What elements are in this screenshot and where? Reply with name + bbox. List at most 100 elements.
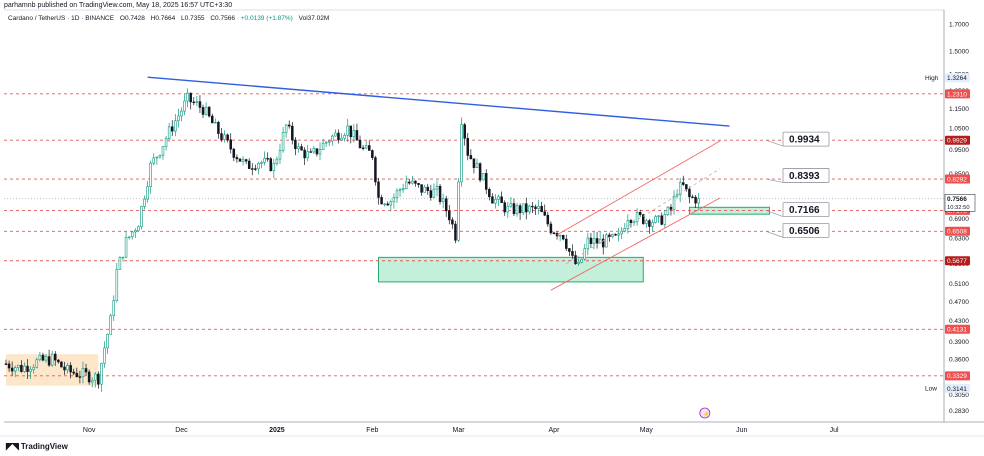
candle-body <box>177 115 180 122</box>
candle <box>641 213 645 225</box>
candle-body <box>180 110 183 117</box>
candle <box>392 193 396 209</box>
candle <box>420 184 423 196</box>
candle-body <box>214 121 217 124</box>
candle-body <box>41 354 45 361</box>
candle <box>189 92 192 110</box>
candle-body <box>531 205 534 208</box>
candle <box>494 194 497 209</box>
candle-body <box>174 120 177 132</box>
candle-body <box>497 196 500 200</box>
candle-body <box>331 135 334 142</box>
candle <box>398 187 402 197</box>
candle <box>404 175 408 190</box>
candle <box>441 193 445 209</box>
candle-body <box>537 205 540 210</box>
candle <box>284 124 288 138</box>
level-price-label: 0.3329 <box>945 371 970 381</box>
candle-body <box>635 212 639 223</box>
time-tick-label: 2025 <box>269 427 285 434</box>
candle-body <box>7 363 11 369</box>
time-axis: Nov Dec 2025 Feb Mar Apr May Jun Jul <box>83 427 839 434</box>
level-label-text: 0.6508 <box>947 229 967 236</box>
candle-body <box>463 124 466 139</box>
candle-body <box>364 145 368 149</box>
candle <box>315 148 319 157</box>
price-tick-label: 1.7000 <box>949 22 969 29</box>
candle <box>374 155 377 186</box>
candle <box>41 352 45 362</box>
candle-body <box>334 132 337 137</box>
candle-body <box>484 173 488 190</box>
candle <box>90 377 94 388</box>
candle <box>7 360 11 372</box>
level-label-text: 1.2310 <box>947 91 967 98</box>
candle <box>106 333 109 354</box>
level-label-bg <box>945 256 970 266</box>
candle <box>291 121 294 145</box>
candle-body <box>186 92 189 102</box>
channel-upper-line <box>556 140 721 236</box>
candle-body <box>278 150 282 160</box>
candle <box>167 122 171 142</box>
candle <box>254 164 257 171</box>
ohlc-close: C0.7566 <box>210 15 235 22</box>
candle-body <box>666 206 670 215</box>
candle-body <box>167 126 171 140</box>
candle-body <box>109 315 112 335</box>
candle-body <box>152 157 156 164</box>
candle-body <box>525 203 528 213</box>
candle-body <box>411 180 414 184</box>
candle-body <box>586 237 590 249</box>
candle-body <box>552 232 556 234</box>
candle <box>380 194 383 205</box>
candle-body <box>380 197 383 205</box>
candle-body <box>90 379 94 383</box>
candle-body <box>383 203 386 206</box>
candle-body <box>515 205 519 215</box>
candle <box>152 153 156 166</box>
level-label-text: 0.4131 <box>947 327 967 334</box>
candle-body <box>481 173 485 181</box>
candle-body <box>260 162 263 164</box>
candle <box>435 180 439 197</box>
candle-body <box>660 215 663 225</box>
candle <box>558 234 562 242</box>
candle-body <box>488 189 491 198</box>
tradingview-brand[interactable]: ◤◥ TradingView <box>6 441 68 452</box>
callout-box <box>782 131 830 147</box>
candle <box>675 189 679 199</box>
candle <box>666 205 670 217</box>
candle-body <box>694 196 697 204</box>
candle <box>263 151 266 166</box>
candle <box>294 137 297 156</box>
candle-body <box>343 134 346 139</box>
candle-body <box>466 138 470 156</box>
candle-body <box>565 238 568 249</box>
candle <box>143 195 146 210</box>
candle-body <box>81 368 85 378</box>
candle <box>100 362 103 392</box>
candle-body <box>266 158 269 160</box>
candle-body <box>340 137 343 141</box>
callout-pointer <box>765 139 784 147</box>
symbol-name[interactable]: Cardano / TetherUS · 1D · BINANCE <box>8 15 115 22</box>
candle-body <box>23 365 26 372</box>
candle <box>500 191 503 204</box>
candle-body <box>617 233 620 236</box>
candle-body <box>229 139 232 150</box>
candle <box>361 145 365 151</box>
level-label-bg <box>945 226 970 236</box>
candle <box>66 363 69 374</box>
candle-body <box>540 205 543 213</box>
candle <box>589 233 593 249</box>
candle-body <box>161 146 165 156</box>
candle-body <box>238 158 242 162</box>
candle-body <box>429 190 433 198</box>
candle <box>682 175 685 186</box>
candle <box>478 162 482 183</box>
candle-body <box>155 156 159 159</box>
price-marker-value: 0.3141 <box>947 386 967 393</box>
candle-body <box>192 101 196 104</box>
